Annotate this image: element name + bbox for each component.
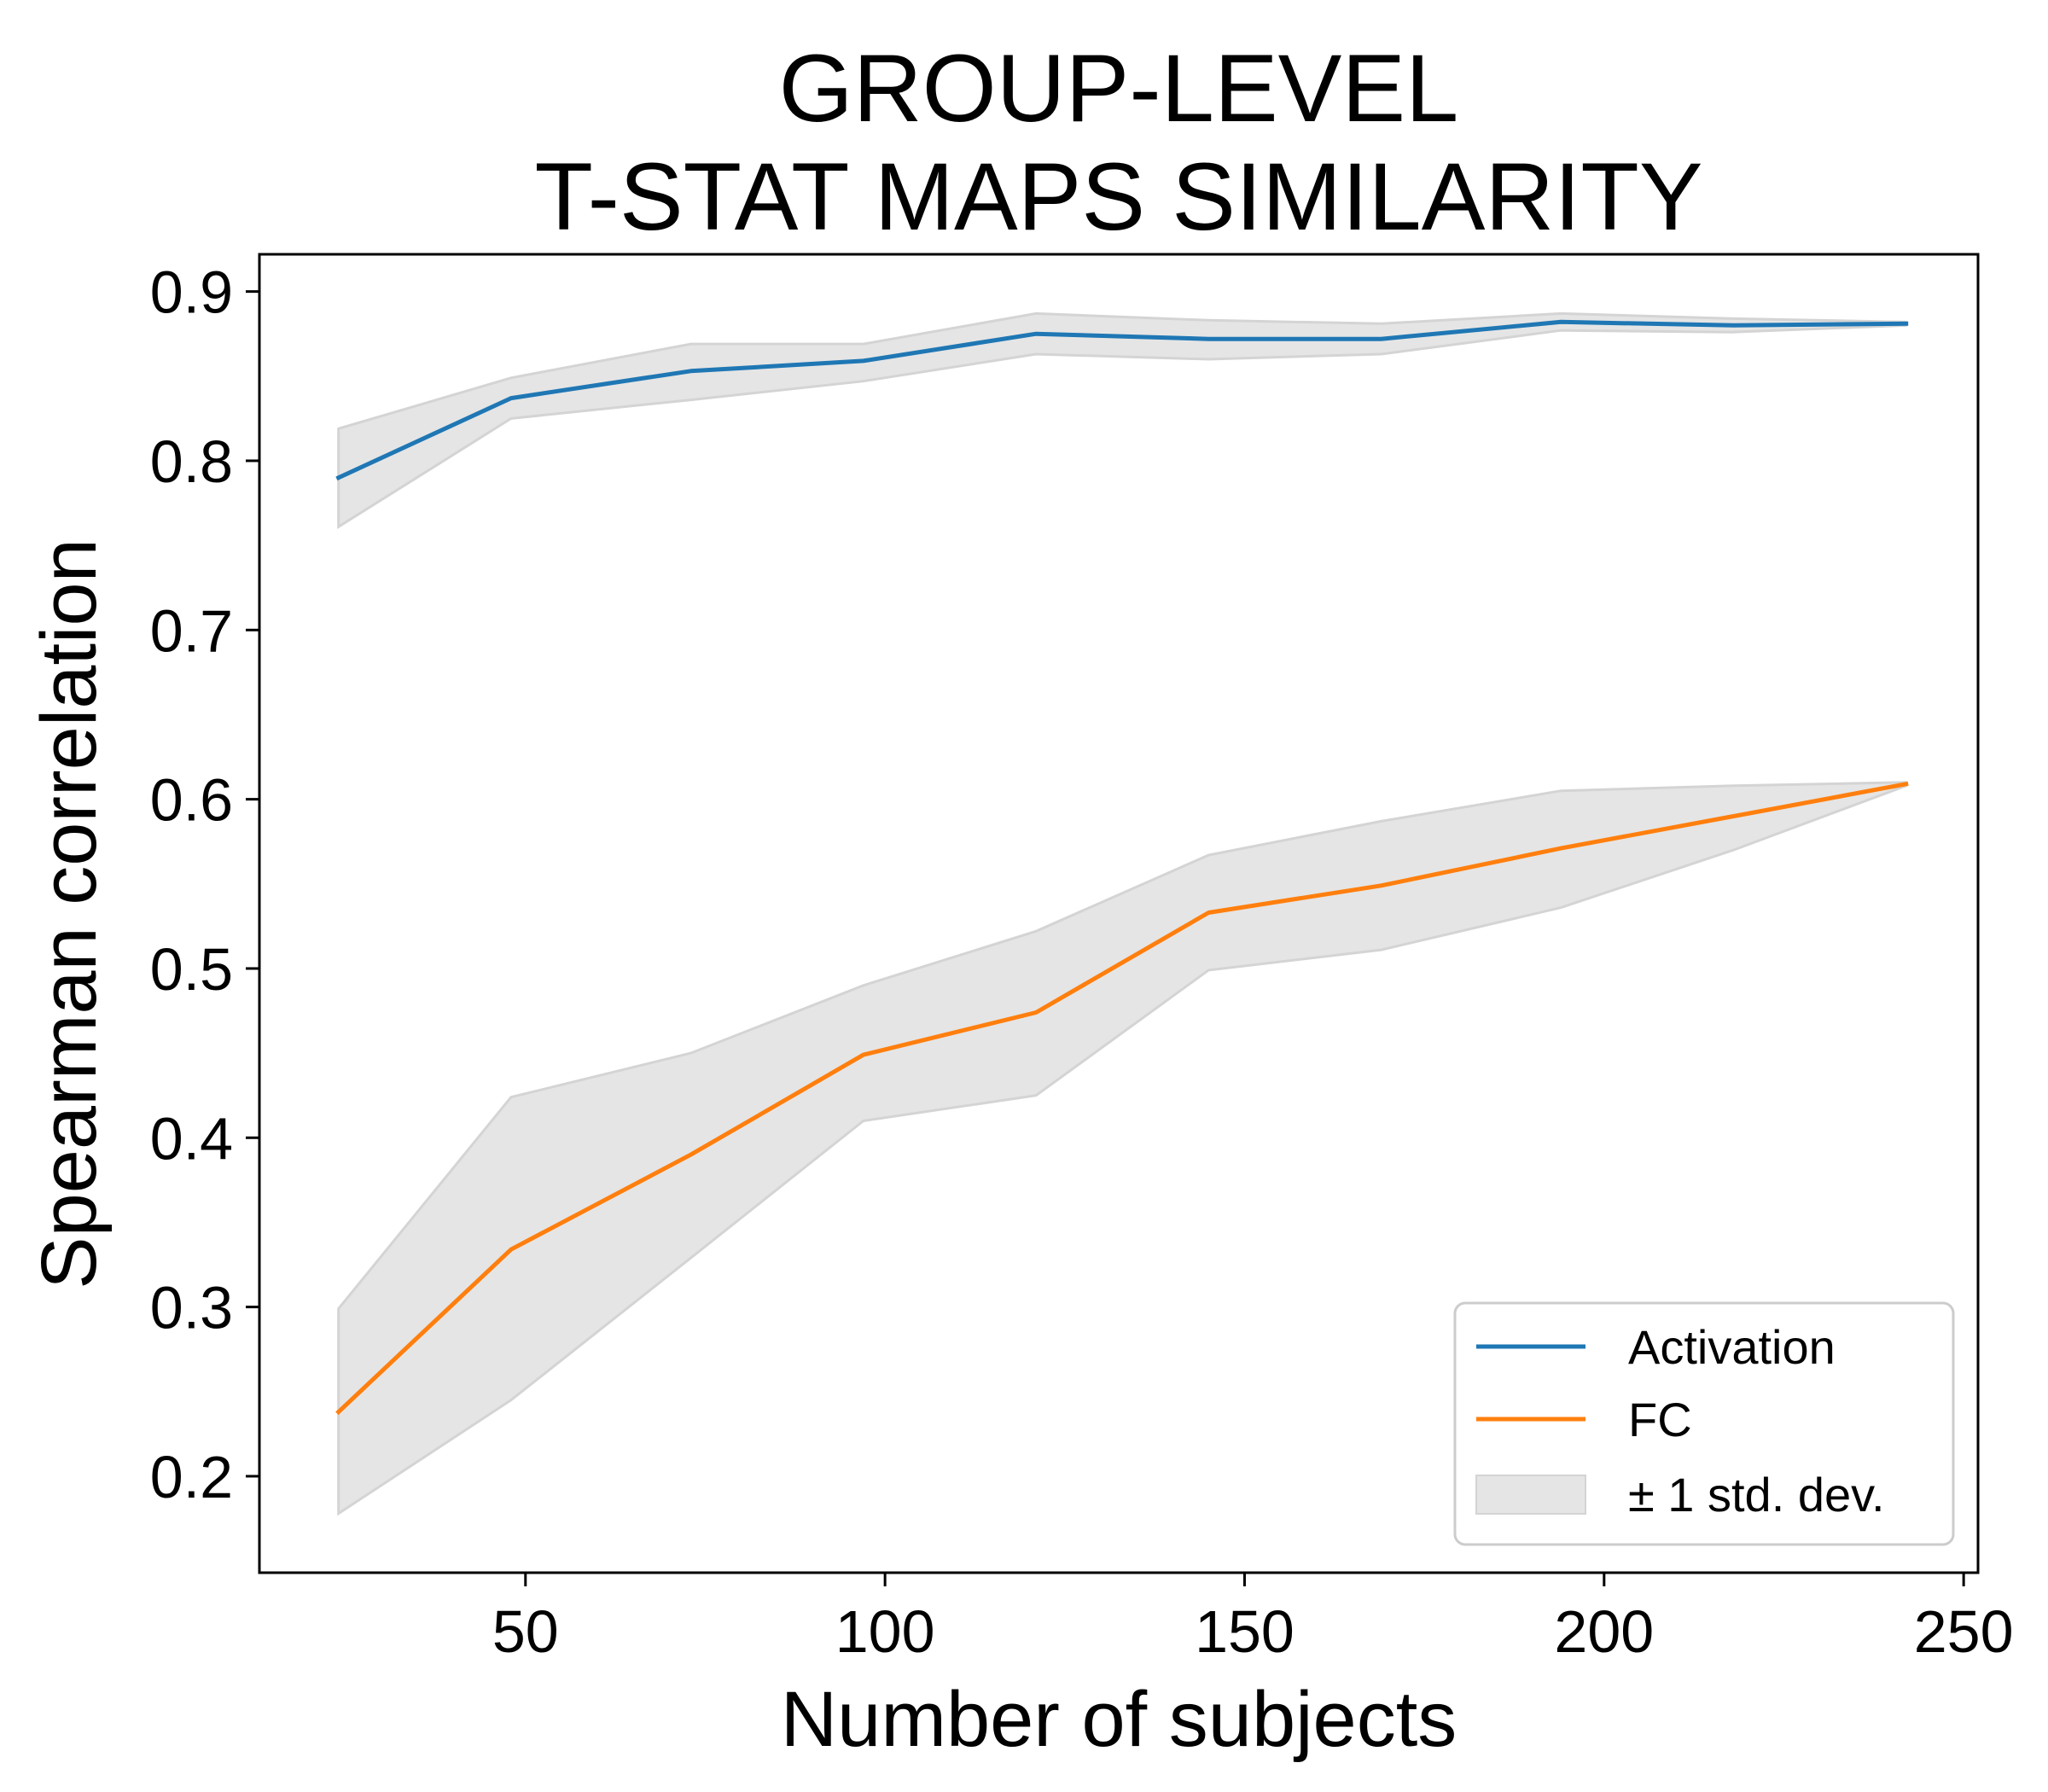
legend-label-std-band: ± 1 std. dev.	[1628, 1468, 1885, 1521]
y-tick-label: 0.3	[150, 1275, 233, 1341]
x-axis-label: Number of subjects	[781, 1676, 1457, 1763]
legend-label-activation: Activation	[1628, 1320, 1836, 1374]
plot-frame	[258, 253, 1980, 1574]
y-tick-label: 0.7	[150, 597, 233, 664]
std-band-activation	[337, 311, 1908, 530]
series-line-fc	[335, 781, 1909, 1416]
chart-title-line-1: GROUP-LEVEL	[779, 35, 1459, 142]
y-tick-label: 0.2	[150, 1444, 233, 1510]
y-tick-label: 0.4	[150, 1105, 233, 1172]
y-tick-label: 0.8	[150, 428, 233, 495]
x-tick-label: 200	[1554, 1598, 1654, 1665]
legend-swatch-std-band	[1475, 1475, 1586, 1515]
x-tick-label: 150	[1195, 1598, 1295, 1665]
y-tick-label: 0.6	[150, 767, 233, 834]
x-tick-label: 50	[492, 1598, 559, 1665]
x-axis-ticks: 50 100 150 200 250	[492, 1573, 2014, 1665]
x-tick-label: 250	[1914, 1598, 2014, 1665]
legend-label-fc: FC	[1628, 1393, 1692, 1446]
y-tick-label: 0.9	[150, 259, 233, 326]
y-axis-label: Spearman correlation	[26, 538, 113, 1289]
series-lines	[335, 319, 1909, 1416]
series-line-activation	[335, 319, 1909, 481]
x-tick-label: 100	[835, 1598, 935, 1665]
chart-title-line-2: T-STAT MAPS SIMILARITY	[534, 143, 1702, 250]
y-tick-label: 0.5	[150, 936, 233, 1003]
y-axis-ticks: 0.2 0.3 0.4 0.5 0.6 0.7 0.8 0.9	[150, 259, 259, 1510]
legend: Activation FC ± 1 std. dev.	[1453, 1301, 1955, 1546]
